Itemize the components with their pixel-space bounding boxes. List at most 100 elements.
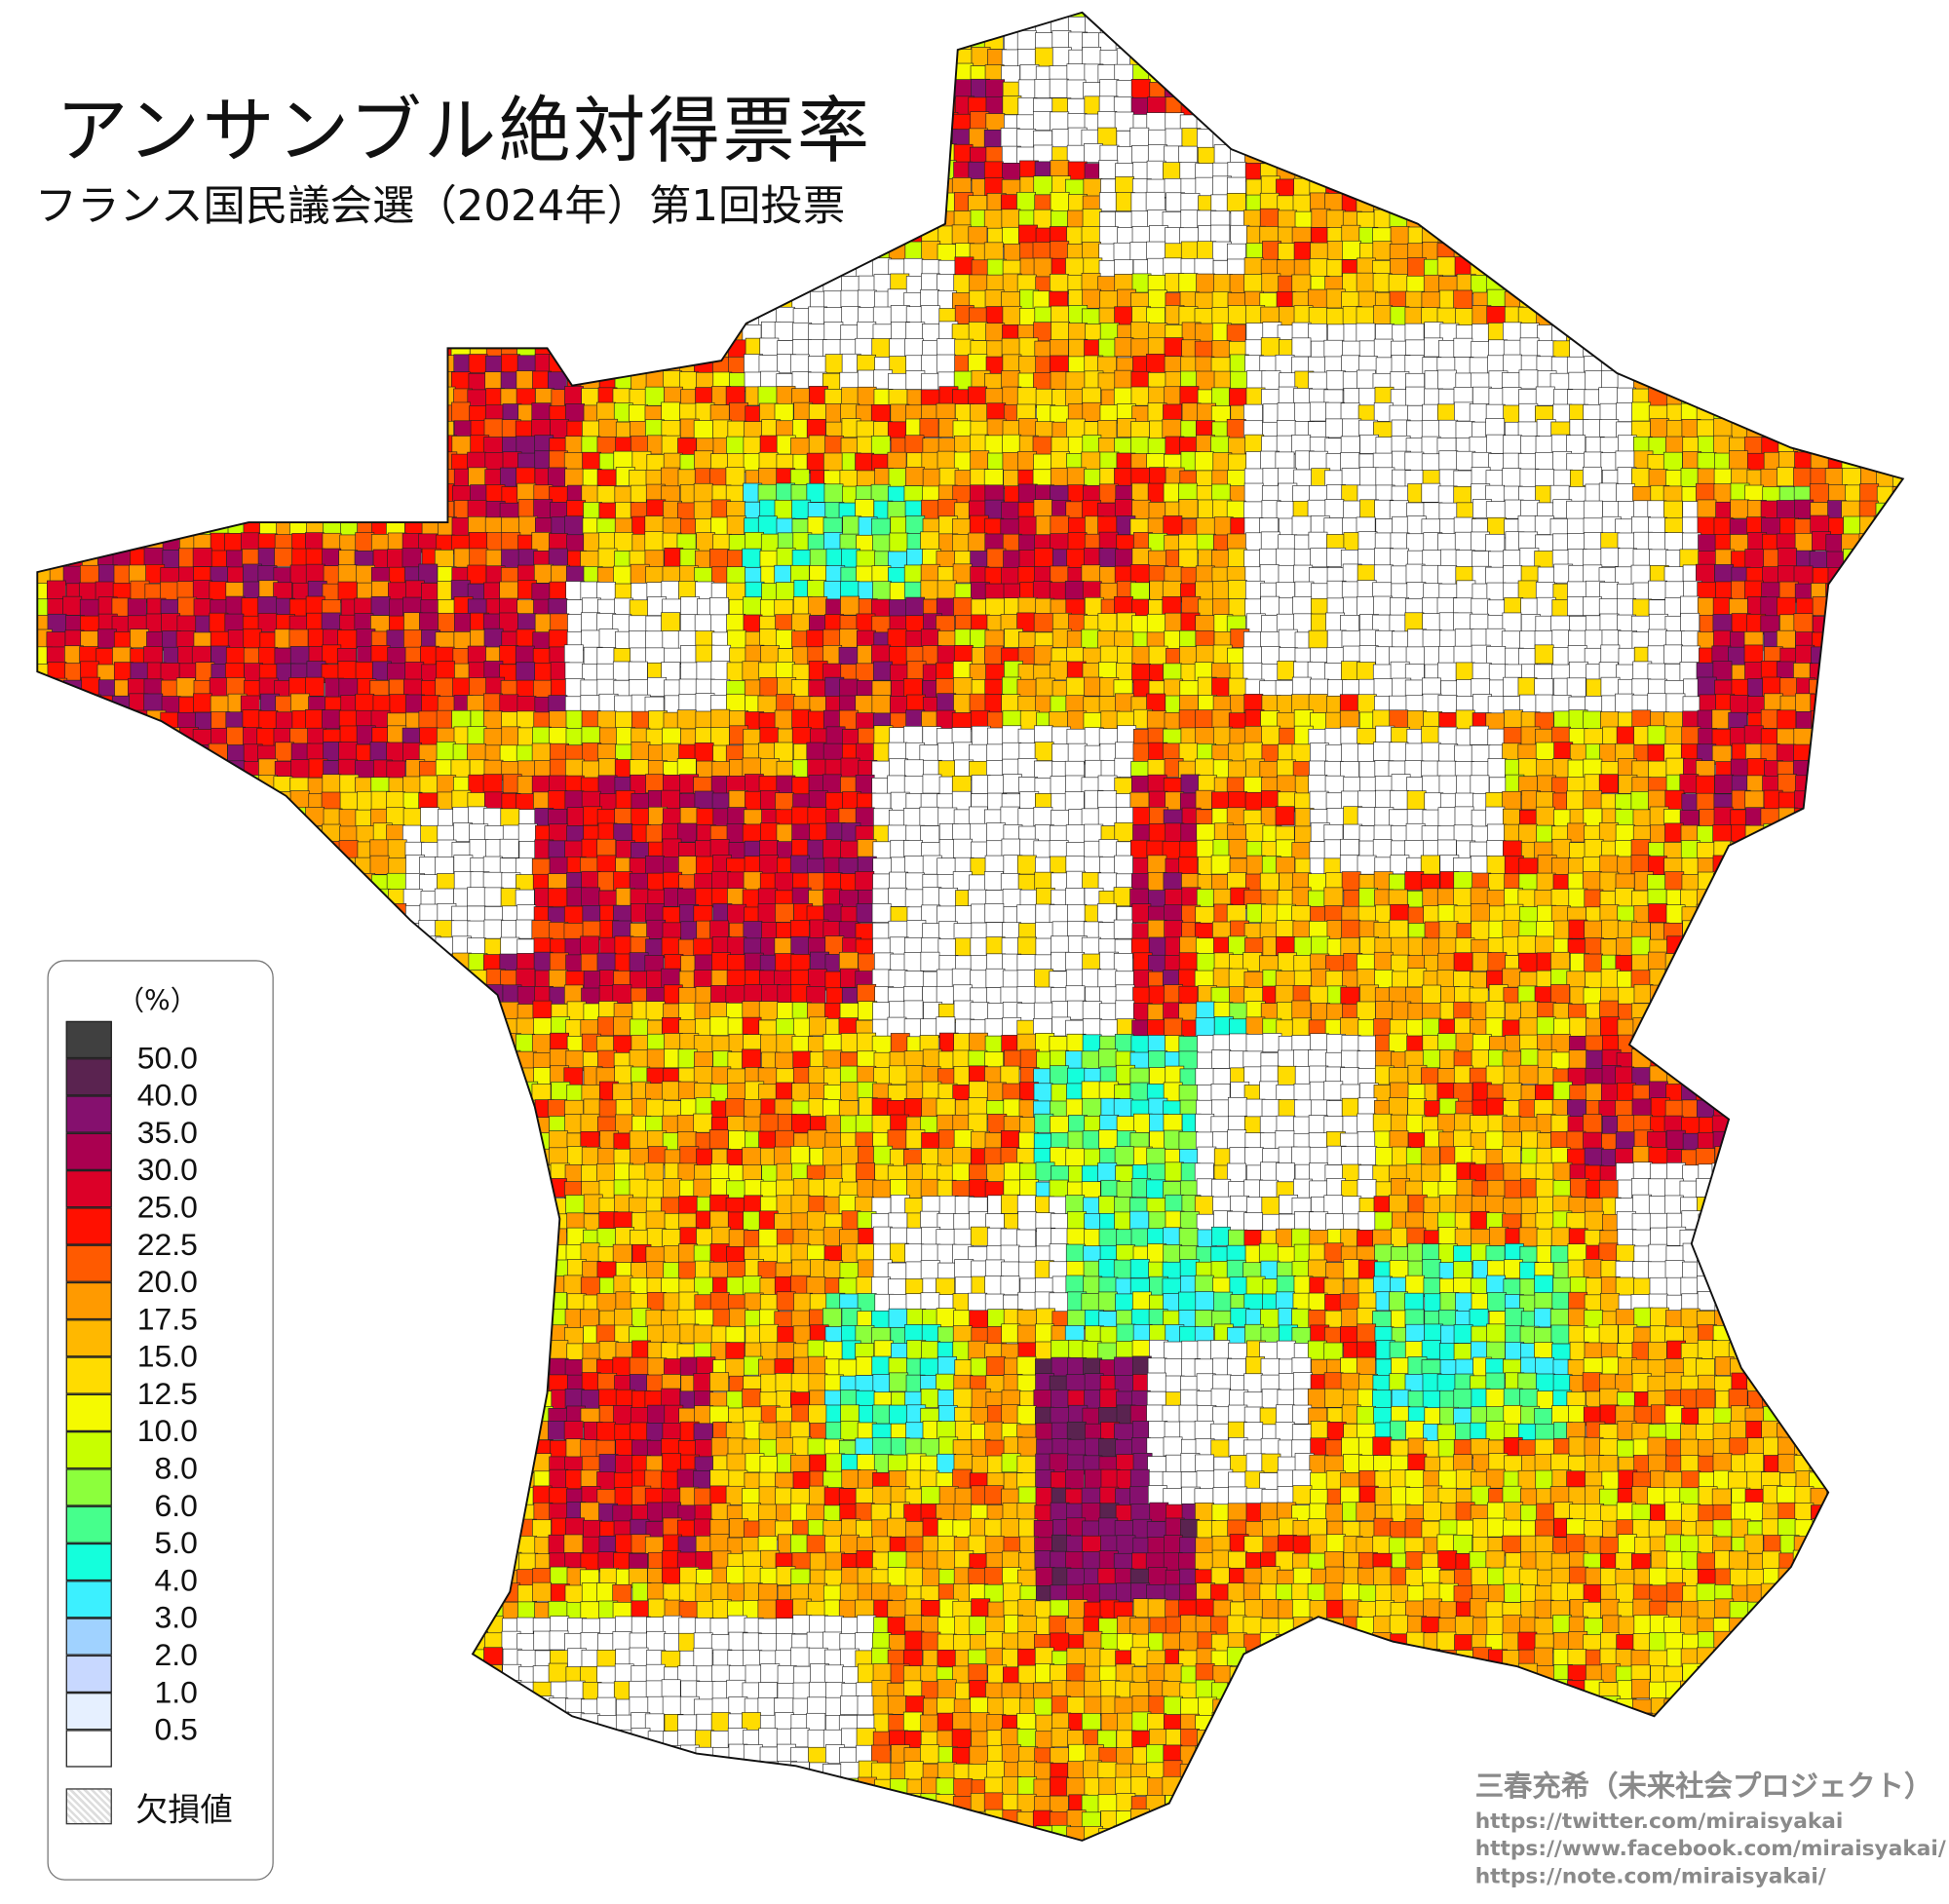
commune-cell — [47, 419, 66, 439]
commune-cell — [872, 162, 893, 182]
commune-cell — [1324, 499, 1345, 518]
commune-cell — [305, 47, 325, 67]
commune-cell — [644, 531, 665, 552]
commune-cell — [37, 339, 52, 360]
commune-cell — [1308, 50, 1328, 69]
commune-cell — [1469, 208, 1489, 228]
commune-cell — [842, 209, 862, 230]
commune-cell — [1857, 193, 1878, 213]
commune-cell — [1487, 209, 1507, 230]
commune-cell — [1585, 82, 1605, 101]
commune-cell — [1811, 339, 1831, 360]
commune-cell — [1536, 257, 1556, 278]
commune-cell — [78, 534, 98, 553]
commune-cell — [226, 18, 247, 37]
commune-cell — [128, 453, 148, 473]
commune-cell — [288, 276, 309, 295]
commune-cell — [856, 663, 876, 683]
commune-cell — [176, 12, 197, 19]
commune-cell — [1356, 272, 1376, 292]
commune-cell — [564, 322, 585, 342]
commune-cell — [338, 372, 358, 393]
commune-cell — [661, 339, 681, 360]
commune-cell — [1326, 30, 1347, 51]
commune-cell — [1615, 307, 1634, 327]
commune-cell — [1858, 401, 1879, 422]
commune-cell — [37, 241, 52, 261]
commune-cell — [402, 273, 423, 292]
commune-cell — [371, 12, 392, 19]
commune-cell — [467, 564, 487, 585]
commune-cell — [1728, 33, 1748, 53]
commune-cell — [402, 499, 422, 519]
commune-cell — [872, 193, 893, 213]
commune-cell — [856, 14, 876, 34]
commune-cell — [1518, 16, 1539, 36]
commune-cell — [209, 289, 229, 309]
commune-cell — [18, 275, 36, 293]
commune-cell — [144, 290, 165, 311]
commune-cell — [1699, 292, 1719, 313]
commune-cell — [1777, 113, 1798, 133]
commune-cell — [936, 580, 957, 600]
commune-cell — [1586, 323, 1606, 342]
commune-cell — [1374, 15, 1395, 35]
commune-cell — [1487, 516, 1507, 537]
commune-cell — [549, 32, 569, 53]
commune-cell — [451, 308, 472, 328]
commune-cell — [548, 467, 567, 487]
commune-cell — [1600, 81, 1620, 100]
commune-cell — [1148, 63, 1168, 84]
commune-cell — [273, 371, 293, 391]
commune-cell — [272, 31, 292, 52]
commune-cell — [938, 48, 959, 67]
commune-cell — [1259, 208, 1280, 228]
commune-cell — [1277, 113, 1297, 133]
commune-cell — [1614, 162, 1634, 182]
commune-cell — [1585, 16, 1605, 36]
commune-cell — [1778, 193, 1798, 213]
commune-cell — [1730, 64, 1750, 85]
commune-cell — [15, 161, 33, 179]
commune-cell — [709, 549, 729, 568]
commune-cell — [726, 582, 746, 602]
commune-cell — [1439, 194, 1460, 213]
commune-cell — [1583, 466, 1602, 486]
commune-cell — [1699, 12, 1719, 18]
commune-cell — [1034, 548, 1053, 568]
commune-cell — [1179, 31, 1200, 52]
commune-cell — [1857, 14, 1877, 34]
commune-cell — [259, 12, 280, 18]
commune-cell — [1551, 208, 1571, 228]
commune-cell — [1501, 18, 1521, 37]
commune-cell — [1438, 113, 1458, 133]
commune-cell — [1858, 32, 1879, 53]
commune-cell — [468, 50, 488, 70]
commune-cell — [1598, 482, 1619, 503]
commune-cell — [1002, 163, 1021, 182]
commune-cell — [1909, 341, 1928, 360]
commune-cell — [1729, 111, 1749, 131]
commune-cell — [693, 501, 713, 521]
commune-cell — [905, 112, 926, 132]
commune-cell — [1599, 146, 1620, 167]
commune-cell — [1892, 614, 1903, 634]
commune-cell — [563, 241, 584, 261]
commune-cell — [1520, 65, 1540, 86]
commune-cell — [1907, 454, 1926, 473]
commune-cell — [1842, 79, 1862, 99]
commune-cell — [904, 241, 925, 261]
commune-cell — [1260, 531, 1280, 552]
commune-cell — [1908, 324, 1927, 342]
commune-cell — [1843, 113, 1863, 133]
commune-cell — [1663, 243, 1684, 262]
commune-cell — [1650, 418, 1669, 438]
commune-cell — [128, 402, 148, 423]
commune-cell — [1453, 337, 1473, 358]
commune-cell — [874, 65, 895, 85]
commune-cell — [1617, 17, 1637, 36]
commune-cell — [1050, 241, 1070, 261]
commune-cell — [889, 532, 909, 552]
commune-cell — [1859, 388, 1880, 408]
commune-cell — [1923, 419, 1941, 438]
